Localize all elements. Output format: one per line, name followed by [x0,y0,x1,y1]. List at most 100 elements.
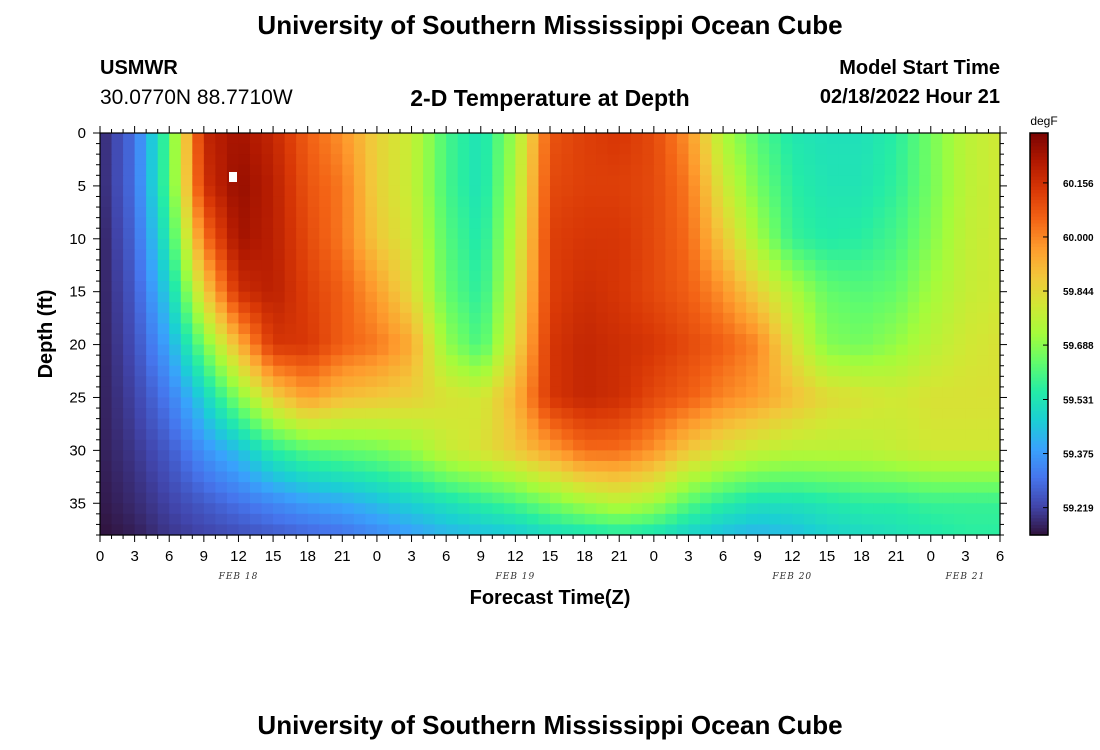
heatmap-cell [376,133,390,145]
heatmap-cell [965,471,978,483]
heatmap-cell [953,164,966,176]
heatmap-cell [665,185,678,198]
heatmap-cell [838,291,851,303]
heatmap-cell [988,323,1001,335]
heatmap-cell [850,439,863,451]
heatmap-cell [953,217,966,229]
heatmap-cell [919,228,932,240]
heatmap-cell [203,312,216,325]
heatmap-cell [203,154,216,166]
x-axis-tick-labels: 0 3 6 9 12 15 18 21 0 3 6 9 12 15 18 21 0 3 6 9 12 15 18 21 0 3 6 [96,548,1004,565]
heatmap-cell [250,302,263,314]
heatmap-cell [146,397,159,409]
colorbar-swatch [1030,518,1048,523]
heatmap-cell [919,471,932,483]
heatmap-cell [780,175,793,187]
heatmap-cell [676,312,690,325]
heatmap-cell [803,429,816,441]
heatmap-cell [434,302,447,314]
heatmap-cell [653,513,666,526]
colorbar-swatch [1030,173,1048,178]
heatmap-cell [365,143,378,155]
heatmap-cell [365,238,378,250]
heatmap-cell [538,249,551,261]
heatmap-cell [515,238,528,250]
heatmap-cell [607,143,620,155]
heatmap-cell [919,249,932,261]
heatmap-cell [250,429,263,441]
heatmap-cell [238,281,251,293]
heatmap-cell [723,386,736,399]
heatmap-cell [896,344,909,356]
heatmap-cell [976,334,990,346]
heatmap-cell [561,524,574,536]
heatmap-cell [226,376,240,388]
heatmap-cell [792,439,805,451]
heatmap-cell [307,397,320,409]
heatmap-cell [688,482,701,494]
heatmap-cell [838,312,851,325]
heatmap-cell [400,185,413,198]
heatmap-cell [965,513,978,526]
heatmap-cell [988,259,1001,272]
heatmap-cell [688,164,701,176]
heatmap-cell [573,323,586,335]
heatmap-cell [238,376,251,388]
heatmap-cell [457,143,470,155]
heatmap-cell [665,376,678,388]
heatmap-cell [192,143,205,155]
heatmap-cell [376,386,390,399]
heatmap-cell [850,376,863,388]
heatmap-cell [711,154,724,166]
heatmap-cell [457,503,470,515]
colorbar-label: 60.156 [1063,179,1094,190]
heatmap-cell [942,355,955,367]
heatmap-cell [388,513,401,526]
heatmap-cell [734,513,747,526]
heatmap-cell [953,418,966,430]
heatmap-cell [942,503,955,515]
heatmap-cell [215,302,228,314]
heatmap-cell [757,164,770,176]
heatmap-cell [619,471,632,483]
heatmap-cell [619,196,632,208]
heatmap-cell [100,408,113,420]
heatmap-cell [423,450,436,462]
heatmap-cell [711,450,724,462]
heatmap-cell [642,492,655,504]
heatmap-cell [400,334,413,346]
heatmap-cell [146,217,159,229]
heatmap-cell [446,471,459,483]
heatmap-cell [376,238,390,250]
heatmap-cell [815,259,828,272]
heatmap-cell [676,513,690,526]
heatmap-cell [423,228,436,240]
heatmap-cell [123,439,136,451]
heatmap-cell [353,439,366,451]
heatmap-cell [746,143,759,155]
heatmap-cell [573,217,586,229]
heatmap-cell [676,376,690,388]
heatmap-cell [815,228,828,240]
heatmap-cell [988,492,1001,504]
heatmap-cell [850,185,863,198]
heatmap-cell [700,334,713,346]
heatmap-cell [584,355,597,367]
heatmap-cell [838,503,851,515]
heatmap-cell [157,281,170,293]
heatmap-cell [526,281,540,293]
heatmap-cell [850,482,863,494]
heatmap-cell [134,492,147,504]
heatmap-cell [584,323,597,335]
heatmap-cell [861,397,874,409]
heatmap-cell [123,175,136,187]
heatmap-cell [180,207,193,219]
heatmap-cell [561,133,574,145]
heatmap-cell [365,334,378,346]
heatmap-cell [273,291,286,303]
heatmap-cell [630,217,643,229]
heatmap-cell [226,418,240,430]
heatmap-cell [873,175,886,187]
heatmap-cell [365,408,378,420]
heatmap-cell [157,513,170,526]
